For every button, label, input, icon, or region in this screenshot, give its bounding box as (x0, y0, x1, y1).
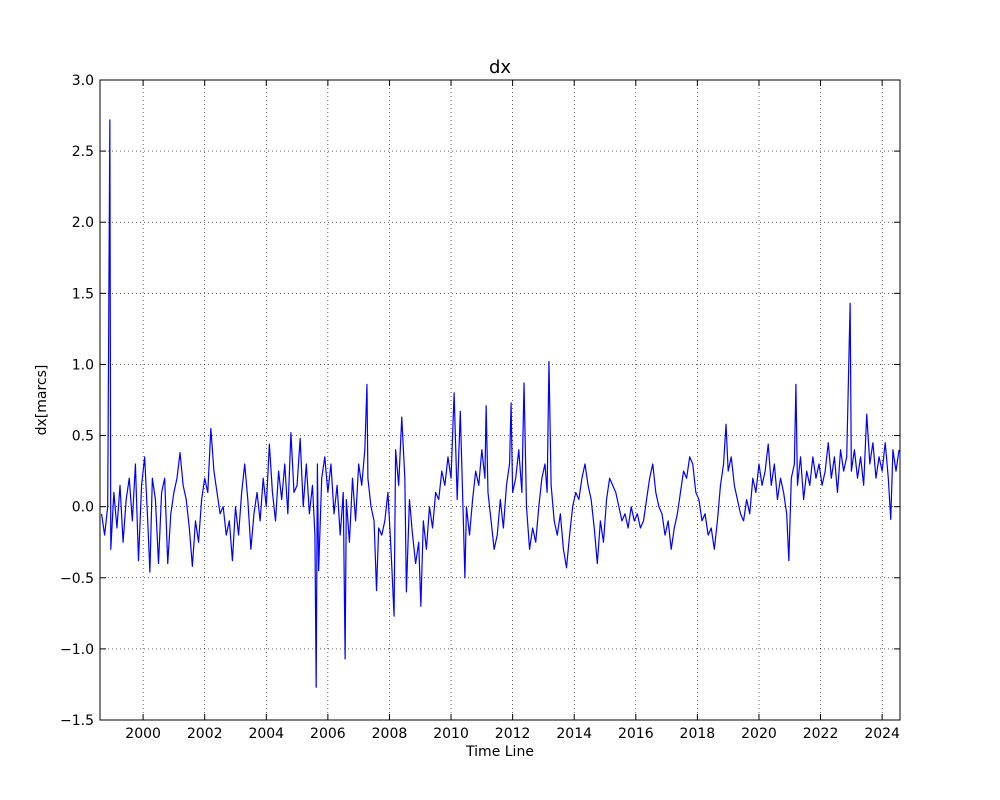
y-tick-label: 2.5 (72, 144, 94, 160)
x-tick-label: 2000 (125, 726, 161, 742)
data-line (100, 119, 900, 688)
y-tick-label: −0.5 (60, 571, 94, 587)
x-tick-label: 2024 (864, 726, 900, 742)
y-tick-label: 2.0 (72, 215, 94, 231)
y-tick-label: 1.5 (72, 286, 94, 302)
y-tick-label: −1.0 (60, 642, 94, 658)
x-tick-label: 2018 (680, 726, 716, 742)
x-tick-label: 2002 (187, 726, 223, 742)
x-tick-label: 2006 (310, 726, 346, 742)
y-tick-label: 0.0 (72, 500, 94, 516)
x-tick-label: 2004 (248, 726, 284, 742)
x-tick-label: 2008 (372, 726, 408, 742)
plot-frame (99, 79, 901, 721)
x-tick-label: 2020 (741, 726, 777, 742)
y-tick-label: 3.0 (72, 73, 94, 89)
chart-title: dx (489, 57, 511, 78)
x-tick-label: 2016 (618, 726, 654, 742)
y-tick-label: −1.5 (60, 713, 94, 729)
y-tick-label: 1.0 (72, 357, 94, 373)
x-axis-label: Time Line (465, 744, 534, 760)
x-tick-label: 2012 (495, 726, 531, 742)
x-tick-label: 2022 (803, 726, 839, 742)
y-tick-label: 0.5 (72, 429, 94, 445)
x-tick-label: 2014 (556, 726, 592, 742)
y-axis-label: dx[marcs] (34, 365, 50, 436)
x-tick-label: 2010 (433, 726, 469, 742)
